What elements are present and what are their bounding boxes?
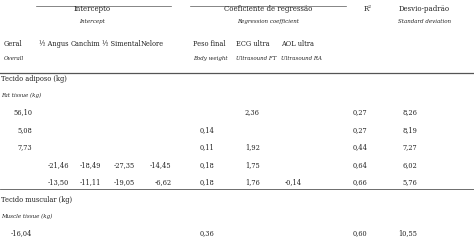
Text: Peso final: Peso final xyxy=(193,40,226,48)
Text: 5,08: 5,08 xyxy=(18,126,32,134)
Text: Overall: Overall xyxy=(4,56,24,61)
Text: 1,75: 1,75 xyxy=(245,161,260,169)
Text: Intercepto: Intercepto xyxy=(74,5,111,13)
Text: 0,36: 0,36 xyxy=(200,229,214,237)
Text: -0,14: -0,14 xyxy=(285,178,302,186)
Text: Intercept: Intercept xyxy=(80,19,105,24)
Text: -18,49: -18,49 xyxy=(80,161,101,169)
Text: 7,27: 7,27 xyxy=(402,143,417,151)
Text: ½ Angus: ½ Angus xyxy=(39,40,68,48)
Text: 5,76: 5,76 xyxy=(402,178,417,186)
Text: Geral: Geral xyxy=(4,40,22,48)
Text: Fat tissue (kg): Fat tissue (kg) xyxy=(1,93,41,98)
Text: 7,73: 7,73 xyxy=(18,143,32,151)
Text: Tecido muscular (kg): Tecido muscular (kg) xyxy=(1,196,72,204)
Text: Nelore: Nelore xyxy=(140,40,164,48)
Text: -6,62: -6,62 xyxy=(155,178,172,186)
Text: 1,76: 1,76 xyxy=(245,178,260,186)
Text: 0,66: 0,66 xyxy=(353,178,367,186)
Text: -13,50: -13,50 xyxy=(47,178,69,186)
Text: -16,04: -16,04 xyxy=(11,229,32,237)
Text: Muscle tissue (kg): Muscle tissue (kg) xyxy=(1,214,52,219)
Text: 1,92: 1,92 xyxy=(245,143,260,151)
Text: Standard deviation: Standard deviation xyxy=(398,19,451,24)
Text: 8,26: 8,26 xyxy=(402,108,417,116)
Text: -19,05: -19,05 xyxy=(113,178,135,186)
Text: Tecido adiposo (kg): Tecido adiposo (kg) xyxy=(1,75,67,83)
Text: 0,44: 0,44 xyxy=(352,143,367,151)
Text: 56,10: 56,10 xyxy=(13,108,32,116)
Text: R²: R² xyxy=(364,5,371,13)
Text: 0,11: 0,11 xyxy=(200,143,214,151)
Text: 0,64: 0,64 xyxy=(353,161,367,169)
Text: 0,27: 0,27 xyxy=(353,108,367,116)
Text: -27,35: -27,35 xyxy=(113,161,135,169)
Text: Body weight: Body weight xyxy=(193,56,228,61)
Text: 0,18: 0,18 xyxy=(200,178,214,186)
Text: Ultrasound RA: Ultrasound RA xyxy=(281,56,321,61)
Text: 0,60: 0,60 xyxy=(353,229,367,237)
Text: 0,14: 0,14 xyxy=(200,126,214,134)
Text: 0,18: 0,18 xyxy=(200,161,214,169)
Text: 10,55: 10,55 xyxy=(398,229,417,237)
Text: Canchim: Canchim xyxy=(70,40,100,48)
Text: -11,11: -11,11 xyxy=(80,178,101,186)
Text: Ultrasound FT: Ultrasound FT xyxy=(236,56,276,61)
Text: AOL ultra: AOL ultra xyxy=(281,40,314,48)
Text: Desvio-padrão: Desvio-padrão xyxy=(399,5,450,13)
Text: 0,27: 0,27 xyxy=(353,126,367,134)
Text: -21,46: -21,46 xyxy=(47,161,69,169)
Text: 8,19: 8,19 xyxy=(402,126,417,134)
Text: 6,02: 6,02 xyxy=(402,161,417,169)
Text: ECG ultra: ECG ultra xyxy=(236,40,269,48)
Text: 2,36: 2,36 xyxy=(245,108,260,116)
Text: Regression coefficient: Regression coefficient xyxy=(237,19,299,24)
Text: Coeficiente de regressão: Coeficiente de regressão xyxy=(224,5,312,13)
Text: -14,45: -14,45 xyxy=(150,161,172,169)
Text: ½ Simental: ½ Simental xyxy=(102,40,141,48)
